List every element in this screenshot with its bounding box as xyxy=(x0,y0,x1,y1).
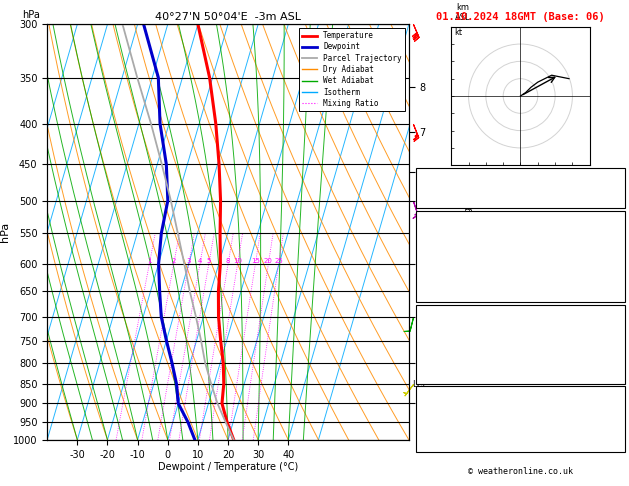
Text: 10: 10 xyxy=(233,258,242,263)
Text: -24: -24 xyxy=(606,401,622,410)
Text: CAPE (J): CAPE (J) xyxy=(420,277,462,286)
Text: kt: kt xyxy=(455,28,463,37)
Text: 25: 25 xyxy=(274,258,283,263)
Text: Temp (°C): Temp (°C) xyxy=(420,226,468,235)
Text: 1014: 1014 xyxy=(601,320,622,329)
Text: EH: EH xyxy=(420,401,430,410)
Text: Hodograph: Hodograph xyxy=(496,388,545,398)
Text: 21.9: 21.9 xyxy=(601,226,622,235)
Text: 5: 5 xyxy=(207,258,211,263)
Y-axis label: hPa: hPa xyxy=(0,222,10,242)
Text: 40: 40 xyxy=(611,414,622,423)
Text: 01.10.2024 18GMT (Base: 06): 01.10.2024 18GMT (Base: 06) xyxy=(436,12,605,22)
Text: 20: 20 xyxy=(264,258,273,263)
Text: 3: 3 xyxy=(616,170,622,179)
Text: 20: 20 xyxy=(611,439,622,449)
Text: 0: 0 xyxy=(616,371,622,380)
Text: 15: 15 xyxy=(251,258,260,263)
Text: 314: 314 xyxy=(606,251,622,260)
Text: CIN (J): CIN (J) xyxy=(420,371,457,380)
Text: LCL: LCL xyxy=(413,380,428,389)
Y-axis label: Mixing Ratio (g/kg): Mixing Ratio (g/kg) xyxy=(464,189,474,275)
Text: 4: 4 xyxy=(616,264,622,273)
Text: Most Unstable: Most Unstable xyxy=(486,307,555,316)
Text: 0: 0 xyxy=(616,277,622,286)
Text: StmSpd (kt): StmSpd (kt) xyxy=(420,439,479,449)
Text: 1: 1 xyxy=(147,258,152,263)
Text: 39: 39 xyxy=(611,183,622,192)
Text: θe(K): θe(K) xyxy=(420,251,447,260)
Text: CAPE (J): CAPE (J) xyxy=(420,358,462,367)
Text: 2: 2 xyxy=(172,258,176,263)
Text: Lifted Index: Lifted Index xyxy=(420,346,484,354)
Text: PW (cm): PW (cm) xyxy=(420,195,457,205)
Text: hPa: hPa xyxy=(22,10,40,20)
Text: 9: 9 xyxy=(616,239,622,248)
Legend: Temperature, Dewpoint, Parcel Trajectory, Dry Adiabat, Wet Adiabat, Isotherm, Mi: Temperature, Dewpoint, Parcel Trajectory… xyxy=(299,28,405,111)
Text: CIN (J): CIN (J) xyxy=(420,290,457,298)
Text: StmDir: StmDir xyxy=(420,427,452,435)
Text: © weatheronline.co.uk: © weatheronline.co.uk xyxy=(468,467,573,476)
Text: SREH: SREH xyxy=(420,414,441,423)
X-axis label: Dewpoint / Temperature (°C): Dewpoint / Temperature (°C) xyxy=(158,462,298,472)
Text: K: K xyxy=(420,170,425,179)
Text: 3: 3 xyxy=(187,258,191,263)
Text: Totals Totals: Totals Totals xyxy=(420,183,489,192)
Text: km
ASL: km ASL xyxy=(455,3,471,22)
Text: 1.24: 1.24 xyxy=(601,195,622,205)
Text: 0: 0 xyxy=(616,358,622,367)
Text: θe (K): θe (K) xyxy=(420,332,452,342)
Text: Dewp (°C): Dewp (°C) xyxy=(420,239,468,248)
Title: 40°27'N 50°04'E  -3m ASL: 40°27'N 50°04'E -3m ASL xyxy=(155,12,301,22)
Text: 4: 4 xyxy=(616,346,622,354)
Text: 4: 4 xyxy=(198,258,202,263)
Text: 328°: 328° xyxy=(601,427,622,435)
Text: 8: 8 xyxy=(226,258,230,263)
Text: Surface: Surface xyxy=(502,213,539,222)
Text: Lifted Index: Lifted Index xyxy=(420,264,484,273)
Text: Pressure (mb): Pressure (mb) xyxy=(420,320,489,329)
Text: 0: 0 xyxy=(616,290,622,298)
Text: 314: 314 xyxy=(606,332,622,342)
